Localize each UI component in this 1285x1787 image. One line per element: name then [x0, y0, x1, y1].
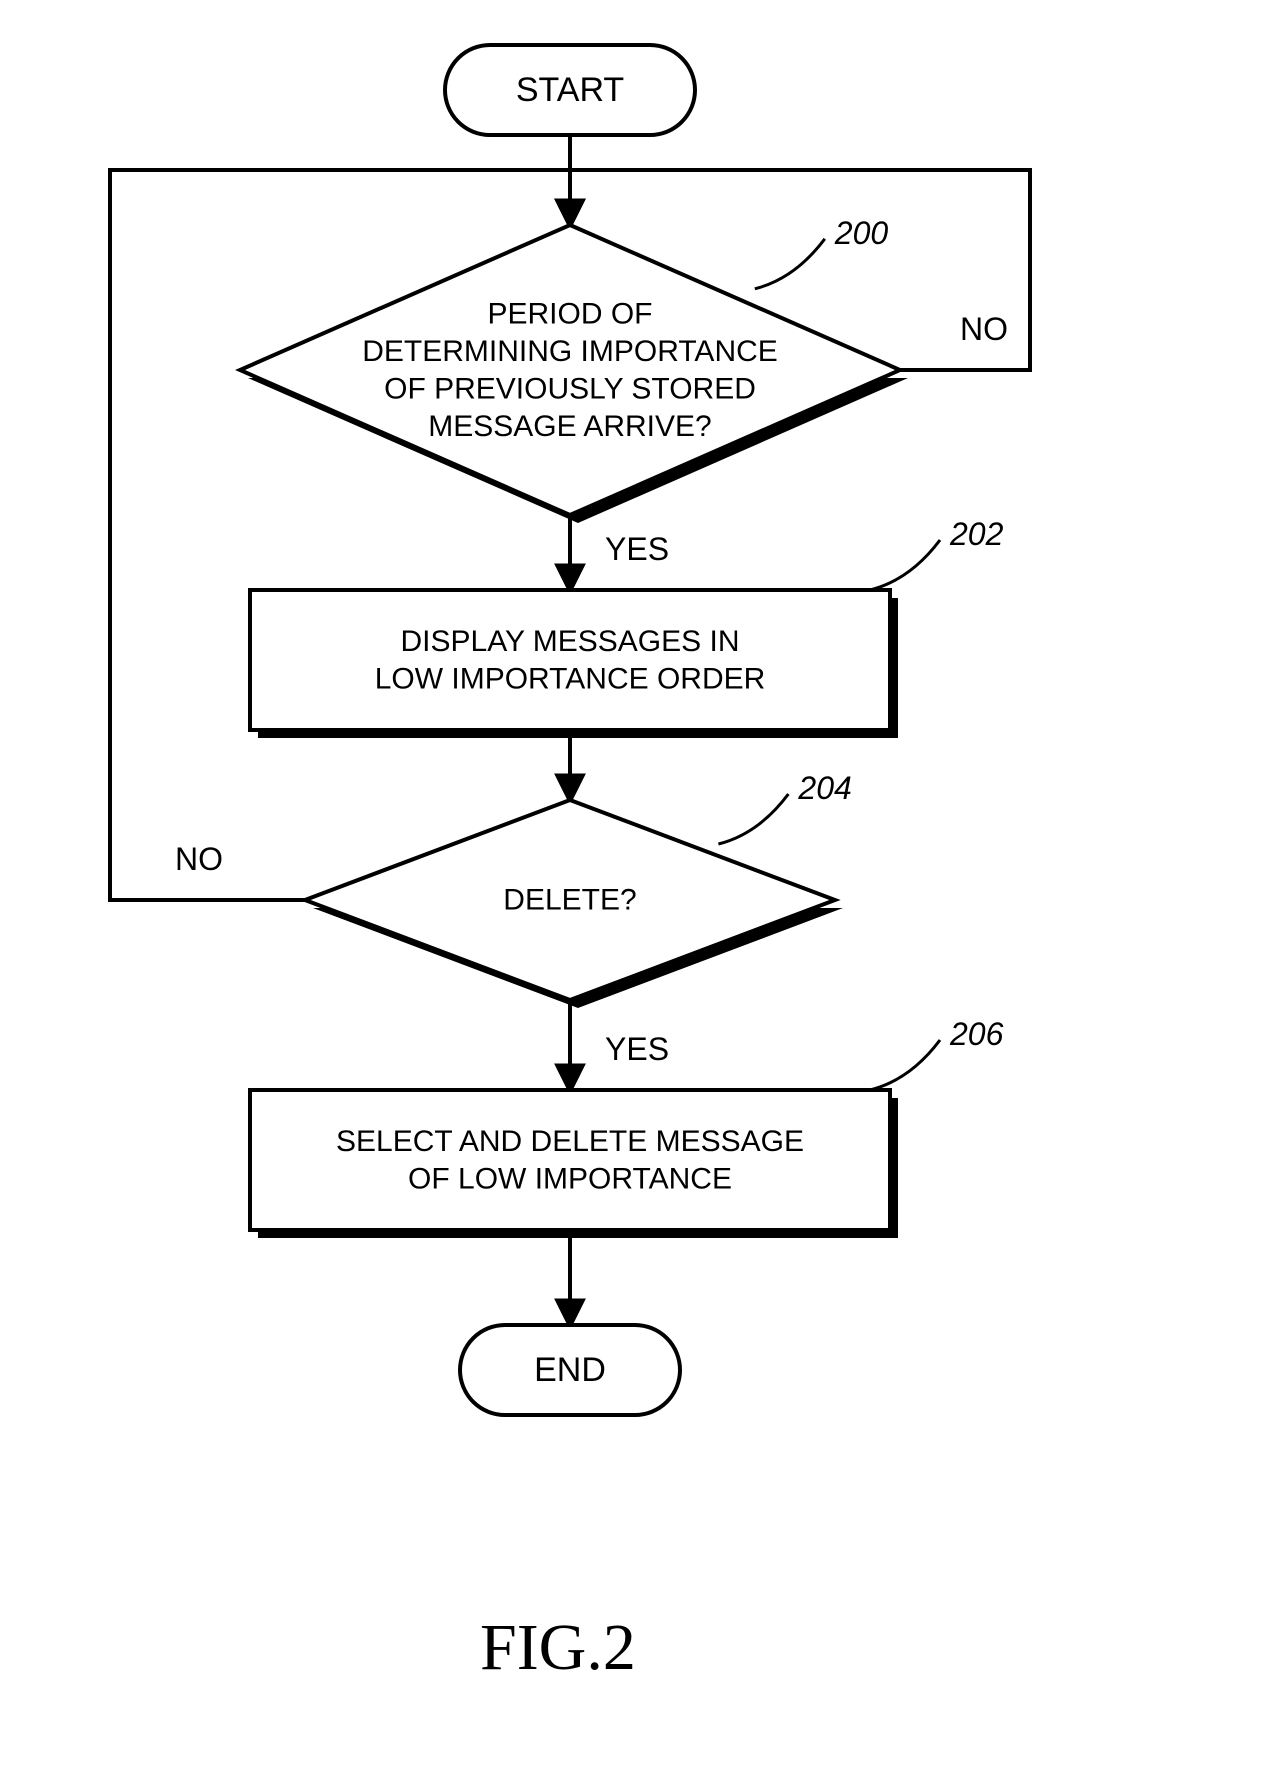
svg-text:DELETE?: DELETE?	[503, 884, 636, 917]
svg-text:SELECT AND DELETE MESSAGE: SELECT AND DELETE MESSAGE	[336, 1125, 804, 1158]
svg-text:OF LOW IMPORTANCE: OF LOW IMPORTANCE	[408, 1162, 732, 1195]
flowchart-svg: YES NO YES NO START PERIOD OF DETERMINING IMPO…	[0, 0, 1285, 1787]
svg-text:NO: NO	[175, 841, 223, 877]
flowchart-container: YES NO YES NO START PERIOD OF DETERMINING IMPO…	[0, 0, 1285, 1787]
svg-text:206: 206	[949, 1016, 1004, 1052]
svg-text:YES: YES	[605, 1031, 669, 1067]
svg-text:DETERMINING IMPORTANCE: DETERMINING IMPORTANCE	[362, 335, 778, 368]
svg-text:NO: NO	[960, 311, 1008, 347]
figure-label: FIG.2	[480, 1610, 636, 1686]
svg-text:PERIOD OF: PERIOD OF	[487, 297, 652, 330]
svg-text:LOW IMPORTANCE ORDER: LOW IMPORTANCE ORDER	[375, 662, 766, 695]
svg-text:YES: YES	[605, 531, 669, 567]
svg-text:START: START	[516, 71, 624, 109]
svg-text:MESSAGE ARRIVE?: MESSAGE ARRIVE?	[428, 410, 711, 443]
svg-text:DISPLAY MESSAGES IN: DISPLAY MESSAGES IN	[400, 625, 739, 658]
svg-text:OF PREVIOUSLY STORED: OF PREVIOUSLY STORED	[384, 372, 756, 405]
svg-text:202: 202	[949, 516, 1004, 552]
svg-text:204: 204	[797, 770, 851, 806]
svg-text:200: 200	[834, 215, 889, 251]
svg-text:END: END	[534, 1351, 606, 1389]
